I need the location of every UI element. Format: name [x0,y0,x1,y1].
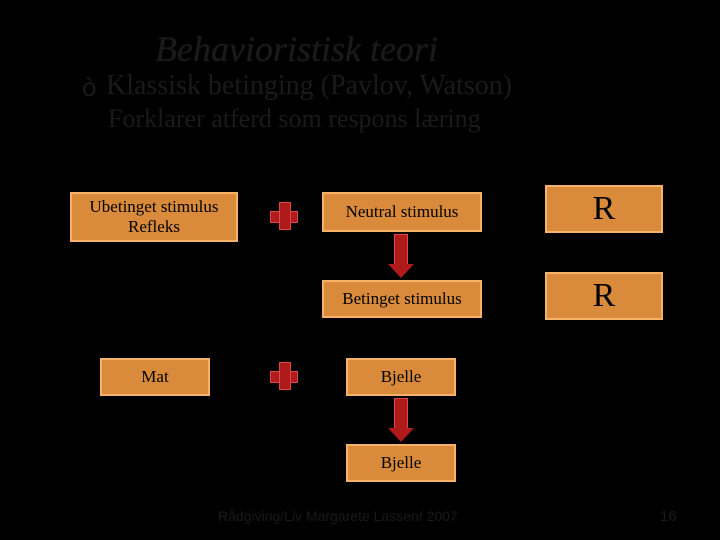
plus-icon [270,362,298,390]
arrow-down-icon [388,234,414,278]
box-response-2: R [545,272,663,320]
footer-text: Rådgiving/Liv Margarete Lassen/ 2007 [218,508,458,524]
box-mat: Mat [100,358,210,396]
slide-title: Behavioristisk teori [155,28,438,70]
box-ubetinget-stimulus: Ubetinget stimulus Refleks [70,192,238,242]
box-ubetinget-text: Ubetinget stimulus Refleks [90,197,219,236]
slide-subtitle: Klassisk betinging (Pavlov, Watson) [106,70,512,102]
box-bjelle-1: Bjelle [346,358,456,396]
bullet-glyph: ò [82,72,96,103]
box-bjelle-2: Bjelle [346,444,456,482]
slide: Behavioristisk teori ò Klassisk betingin… [0,0,720,540]
line2: Refleks [128,217,180,236]
plus-icon [270,202,298,230]
slide-subsubtitle: Forklarer atferd som respons læring [108,104,481,134]
label-salvering-1: Salvering [555,364,639,390]
box-neutral-stimulus: Neutral stimulus [322,192,482,232]
box-response-1: R [545,185,663,233]
page-number: 16 [660,508,677,525]
box-betinget-stimulus: Betinget stimulus [322,280,482,318]
label-salvering-2: Salvering [555,450,639,476]
arrow-down-icon [388,398,414,442]
line1: Ubetinget stimulus [90,197,219,216]
